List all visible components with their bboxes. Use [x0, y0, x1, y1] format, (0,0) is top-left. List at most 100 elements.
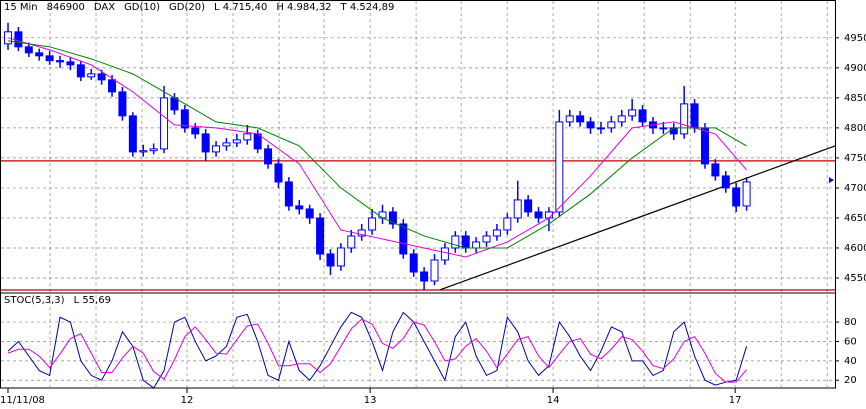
candle-body: [35, 52, 44, 57]
header-text: T 4.524,89: [340, 2, 395, 13]
candle-body: [742, 181, 751, 207]
candle-body: [617, 115, 626, 123]
candle-body: [659, 127, 668, 130]
x-tick-label: 12: [181, 395, 194, 406]
candle-body: [388, 211, 397, 225]
last-marker: [829, 177, 834, 184]
candle-body: [305, 208, 314, 219]
candle-body: [586, 121, 595, 129]
header-text: H 4.984,32: [276, 2, 331, 13]
candle-body: [732, 187, 741, 207]
candle-body: [56, 60, 65, 63]
candle-body: [232, 139, 241, 144]
main-panel: [0, 0, 836, 294]
candle-body: [149, 148, 158, 152]
candle-body: [420, 271, 429, 282]
candle-body: [368, 217, 377, 231]
candle-body: [66, 61, 75, 66]
stoch-panel: [0, 292, 836, 389]
candle-body: [4, 31, 13, 45]
candle-body: [680, 103, 689, 135]
candle-body: [638, 109, 647, 123]
stoch-line: [7, 318, 747, 383]
candle-body: [139, 150, 148, 153]
candle-body: [451, 235, 460, 249]
candle-body: [180, 109, 189, 129]
candle-body: [576, 115, 585, 123]
candle-body: [295, 205, 304, 210]
candle-body: [628, 109, 637, 117]
candle-body: [669, 127, 678, 135]
candle-body: [565, 115, 574, 123]
candle-body: [264, 148, 273, 165]
header-text: DAX: [94, 2, 115, 13]
y-tick-label: 20: [844, 375, 857, 386]
candle-body: [118, 91, 127, 117]
moving-average: [7, 40, 747, 249]
y-tick-label: 4600: [844, 243, 866, 254]
header-text: 846900: [47, 2, 85, 13]
candle-body: [378, 211, 387, 219]
trendline: [439, 145, 836, 291]
y-tick-label: 4950: [844, 33, 866, 44]
candle-body: [440, 247, 449, 261]
moving-average: [7, 37, 747, 258]
candle-body: [201, 133, 210, 153]
candle-body: [87, 73, 96, 78]
x-tick-label: 14: [547, 395, 560, 406]
y-tick-label: 40: [844, 356, 857, 367]
candle-body: [326, 253, 335, 267]
candle-body: [45, 55, 54, 62]
candle-body: [222, 142, 231, 147]
candle-body: [461, 235, 470, 249]
candle-body: [108, 79, 117, 93]
candle-body: [482, 235, 491, 243]
candle-body: [97, 73, 106, 81]
candle-body: [524, 199, 533, 213]
candle-body: [430, 259, 439, 282]
candle-body: [212, 145, 221, 153]
candle-body: [607, 121, 616, 129]
y-tick-label: 60: [844, 336, 857, 347]
candle-body: [14, 31, 23, 48]
candle-body: [336, 247, 345, 267]
candle-body: [76, 64, 85, 78]
y-tick-label: 4850: [844, 93, 866, 104]
y-tick-label: 4800: [844, 123, 866, 134]
candle-body: [316, 217, 325, 255]
header-text: 15 Min: [4, 2, 38, 13]
candle-body: [534, 211, 543, 219]
candle-body: [513, 199, 522, 219]
candle-body: [24, 46, 33, 54]
candle-body: [160, 97, 169, 150]
candle-body: [128, 115, 137, 153]
candle-body: [472, 241, 481, 249]
x-tick-label: 17: [729, 395, 742, 406]
candle-body: [243, 133, 252, 141]
candle-body: [596, 127, 605, 130]
candle-body: [690, 103, 699, 129]
y-tick-label: 4750: [844, 153, 866, 164]
header-text: L 4.715,40: [214, 2, 267, 13]
y-tick-label: 4550: [844, 273, 866, 284]
candle-body: [399, 223, 408, 255]
x-tick-label: 13: [364, 395, 377, 406]
y-tick-label: 4900: [844, 63, 866, 74]
candle-body: [347, 235, 356, 249]
candle-body: [555, 121, 564, 213]
candle-body: [191, 127, 200, 135]
candle-body: [492, 229, 501, 237]
header-text: L 55,69: [74, 295, 111, 306]
candle-body: [503, 217, 512, 231]
candle-body: [357, 229, 366, 237]
y-tick-label: 80: [844, 317, 857, 328]
x-tick-label: 11/11/08: [0, 395, 45, 406]
header-text: STOC(5,3,3): [4, 295, 65, 306]
y-tick-label: 4700: [844, 183, 866, 194]
header-text: GD(20): [169, 2, 205, 13]
header-text: GD(10): [124, 2, 160, 13]
candle-body: [700, 127, 709, 165]
candle-body: [721, 175, 730, 189]
y-tick-label: 4650: [844, 213, 866, 224]
